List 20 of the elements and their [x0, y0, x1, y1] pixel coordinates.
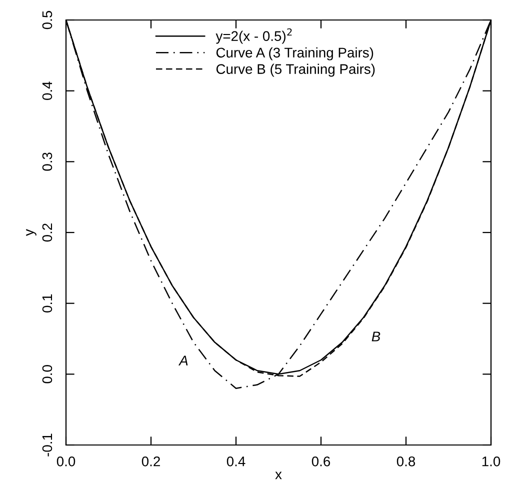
x-tick-label: 0.2 — [142, 456, 160, 466]
x-axis-title: x — [275, 472, 282, 480]
x-tick-label: 0.0 — [56, 456, 76, 466]
x-tick-label: 0.8 — [396, 456, 416, 466]
annotation: A — [178, 356, 188, 366]
annotation: B — [372, 332, 380, 342]
y-tick-label: 0.0 — [42, 365, 52, 384]
x-tick-label: 0.4 — [226, 456, 246, 466]
x-tick-label: 0.6 — [312, 456, 330, 466]
y-tick-label: 0.5 — [42, 10, 52, 30]
y-tick-label: 0.3 — [42, 152, 52, 171]
legend-label: y=2(x - 0.5)$^{2}$ — [216, 28, 292, 44]
y-tick-label: 0.2 — [42, 224, 52, 242]
legend-label: Curve A (3 Training Pairs) — [216, 47, 374, 60]
y-tick-label: 0.1 — [42, 294, 52, 312]
legend-label: Curve B (5 Training Pairs) — [216, 64, 375, 77]
x-tick-label: 1.0 — [482, 456, 500, 466]
y-tick-label: -0.1 — [42, 434, 52, 456]
y-tick-label: 0.4 — [42, 82, 52, 100]
y-axis-title: y — [26, 229, 36, 236]
